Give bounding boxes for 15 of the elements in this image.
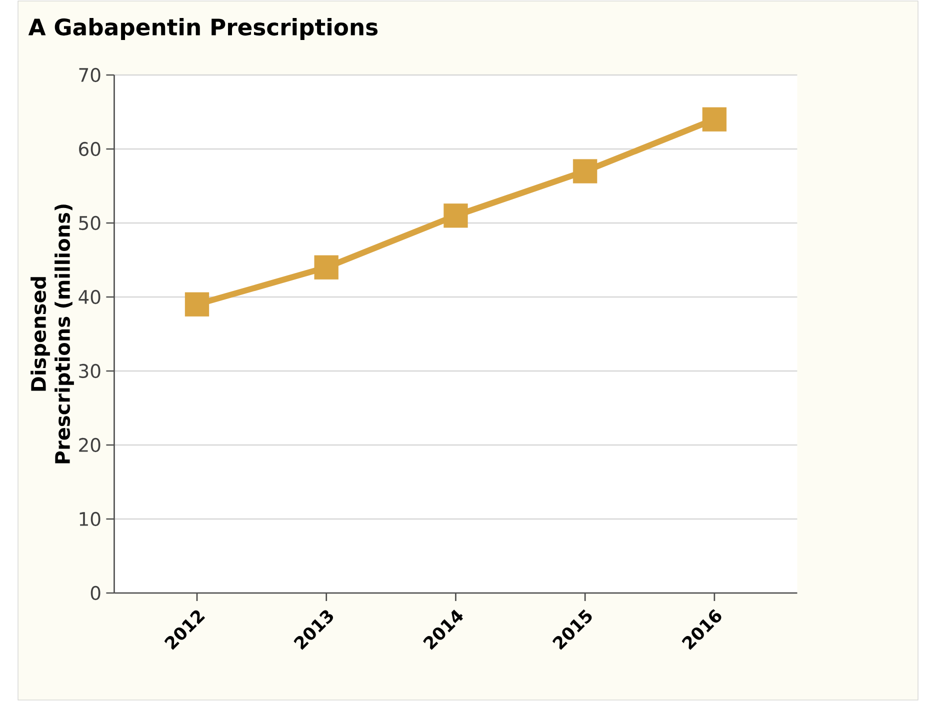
chart-title: A Gabapentin Prescriptions xyxy=(28,18,378,40)
y-tick-label: 30 xyxy=(79,364,100,378)
y-tick-label: 60 xyxy=(79,142,100,156)
y-tick-label: 0 xyxy=(90,586,100,600)
y-tick-label: 20 xyxy=(79,438,100,452)
point xyxy=(184,292,210,316)
y-tick-label: 10 xyxy=(80,512,100,526)
point xyxy=(572,159,598,184)
y-tick-label: 70 xyxy=(79,68,100,82)
point xyxy=(702,107,727,132)
y-tick-label: 50 xyxy=(79,216,100,230)
y-axis-title: Dispensed Prescriptions (millions) xyxy=(30,204,74,464)
y-tick-label: 40 xyxy=(78,290,100,304)
point xyxy=(314,255,338,280)
point xyxy=(444,204,468,228)
